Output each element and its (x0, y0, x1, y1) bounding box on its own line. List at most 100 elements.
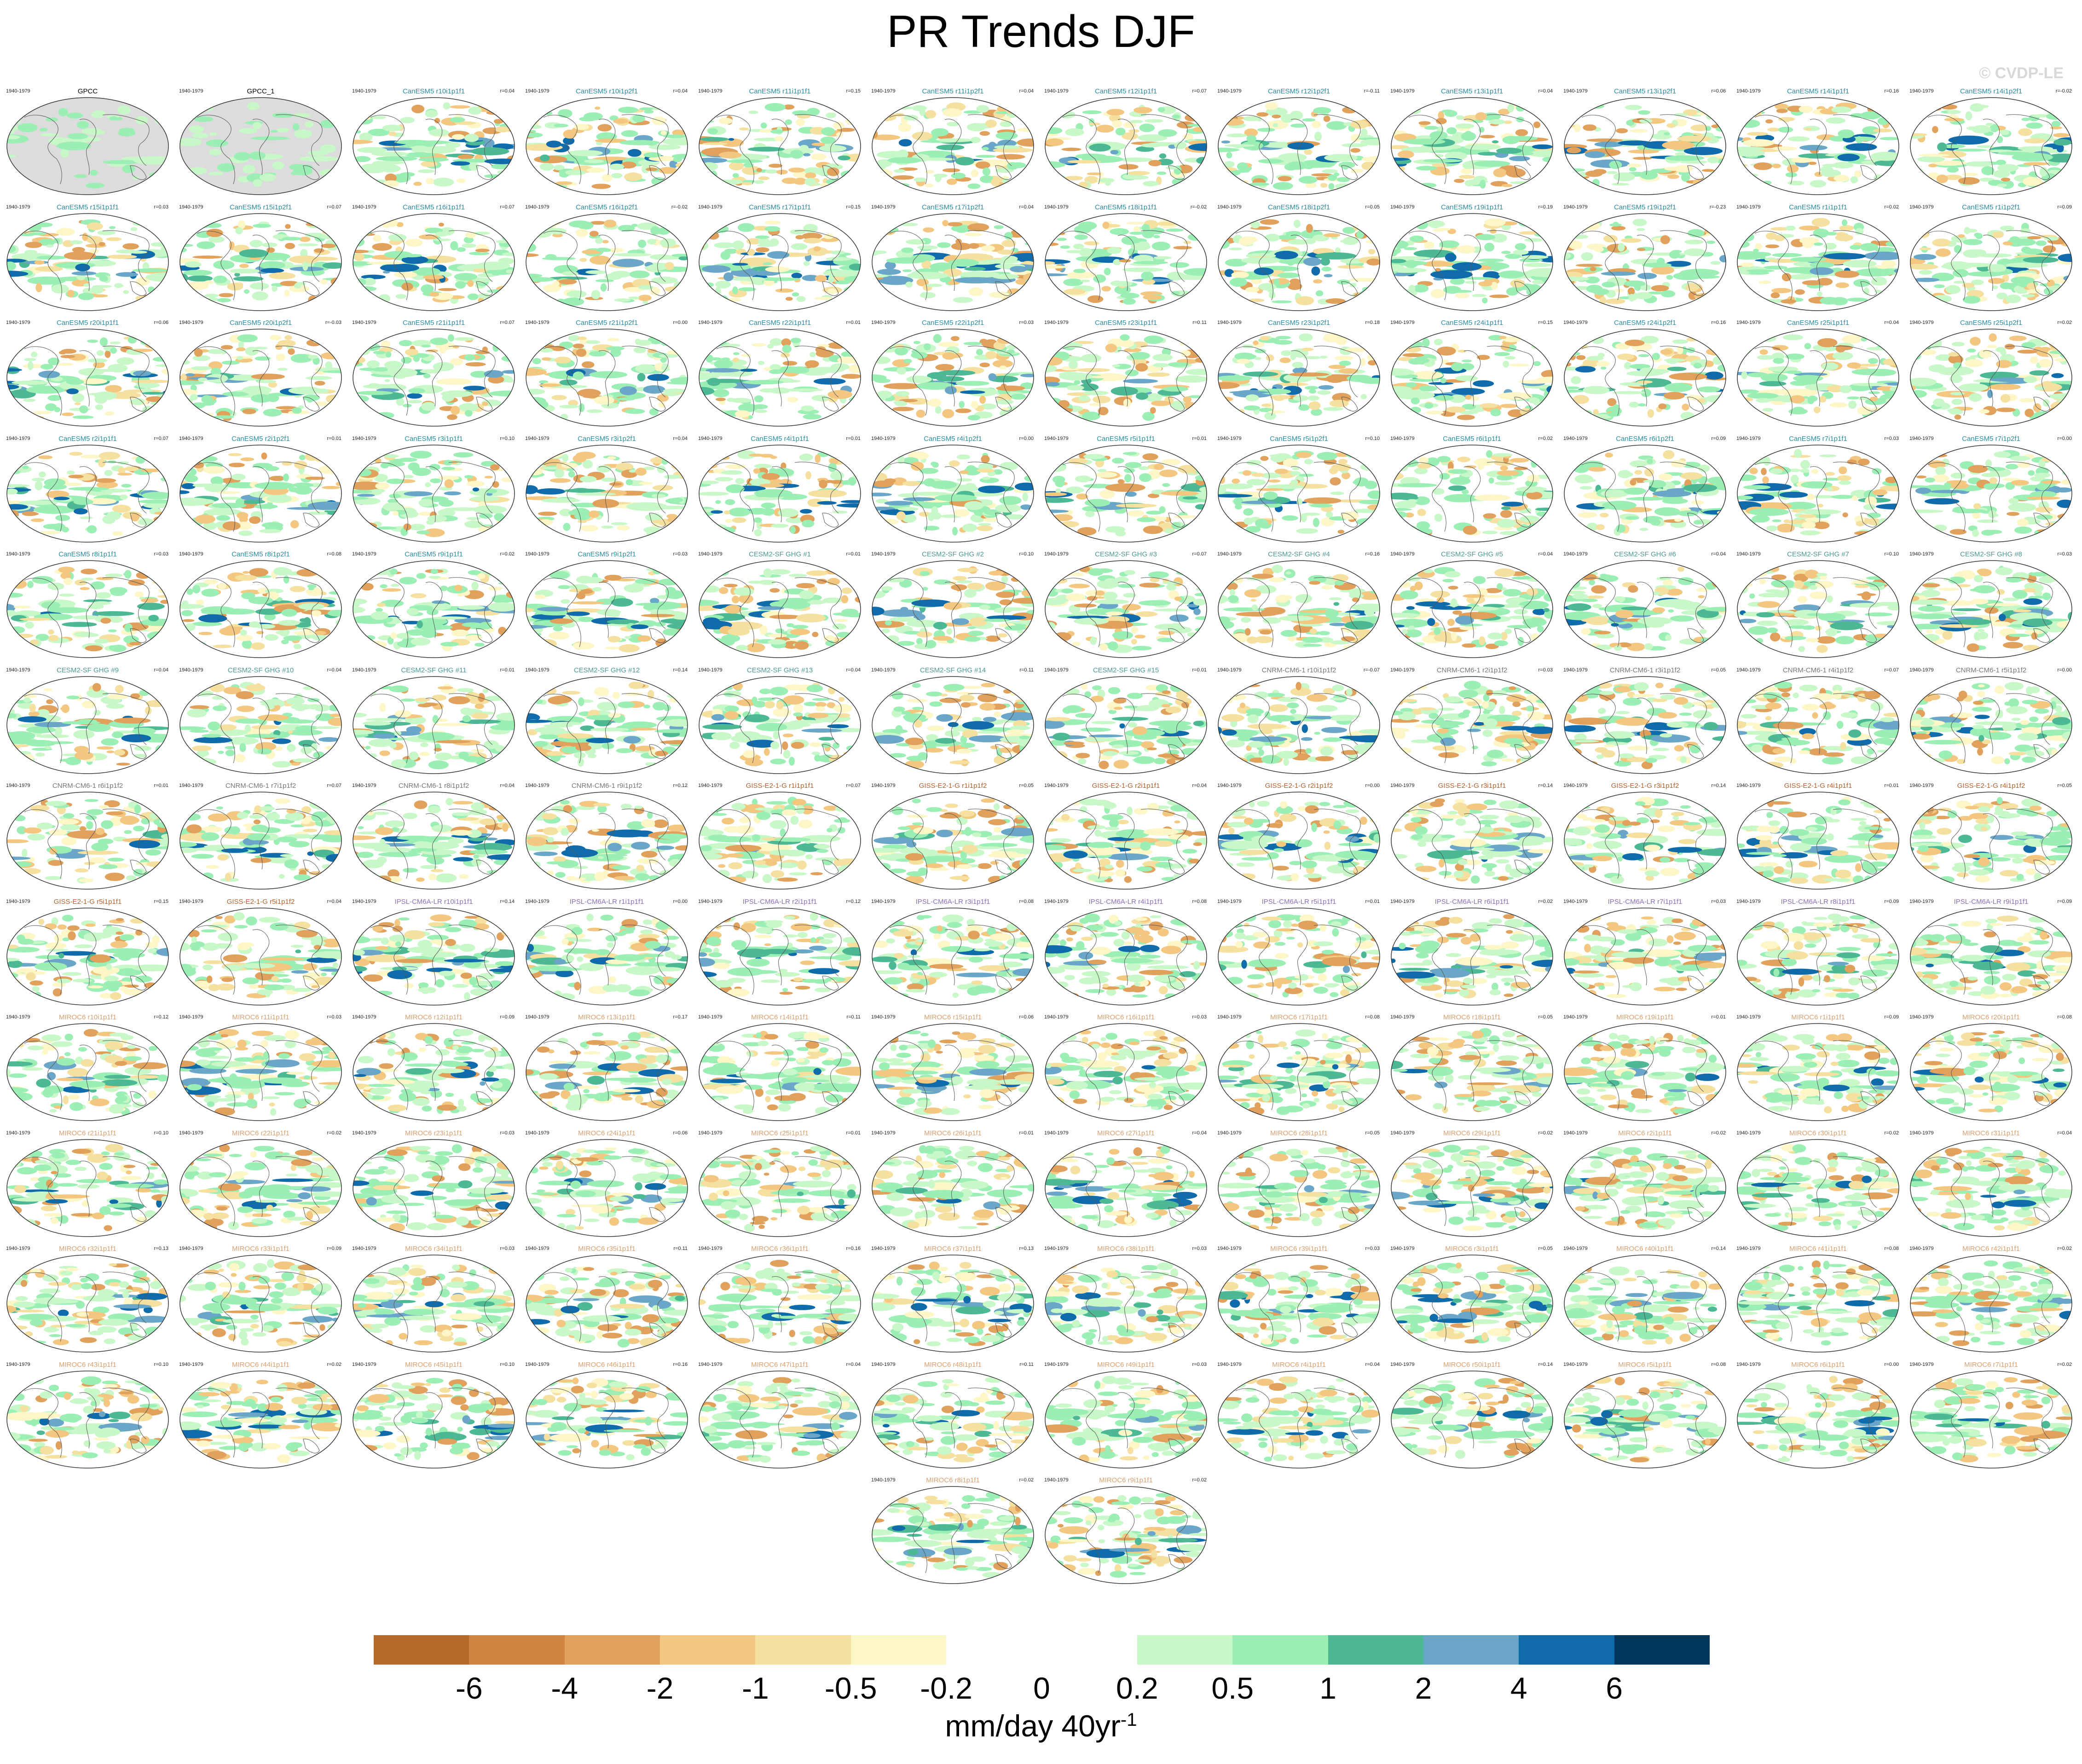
map-panel: 1940-1979 MIROC6 r42i1p1f1 r=0.02 (1905, 1245, 2077, 1355)
panel-period: 1940-1979 (1217, 88, 1242, 94)
panel-correlation: r=0.12 (673, 783, 688, 788)
world-map (872, 676, 1034, 774)
panel-correlation: r=0.10 (500, 435, 515, 441)
world-map (1737, 1255, 1899, 1353)
panel-period: 1940-1979 (6, 204, 30, 210)
panel-title: CESM2-SF GHG #15 (1093, 666, 1159, 674)
panel-title: MIROC6 r30i1p1f1 (1789, 1129, 1847, 1137)
map-panel: 1940-1979 CanESM5 r24i1p2f1 r=0.16 (1559, 319, 1731, 429)
panel-period: 1940-1979 (1909, 1246, 1934, 1251)
panel-period: 1940-1979 (1736, 320, 1761, 325)
panel-correlation: r=0.04 (673, 435, 688, 441)
panel-period: 1940-1979 (1390, 1246, 1415, 1251)
world-map (1218, 1255, 1380, 1353)
panel-correlation: r=0.05 (1538, 1246, 1553, 1251)
colorbar-swatch (946, 1635, 1042, 1665)
world-map (1045, 792, 1207, 890)
world-map (1218, 1370, 1380, 1469)
world-map (872, 792, 1034, 890)
map-panel: 1940-1979 MIROC6 r46i1p1f1 r=0.16 (520, 1361, 693, 1471)
panel-title: MIROC6 r6i1p1f1 (1791, 1360, 1845, 1369)
map-panel: 1940-1979 MIROC6 r48i1p1f1 r=0.11 (867, 1361, 1039, 1471)
world-map (1910, 97, 2072, 195)
world-map (526, 329, 688, 427)
panel-title: CESM2-SF GHG #11 (401, 666, 467, 674)
colorbar-swatch (1041, 1635, 1137, 1665)
panel-correlation: r=0.01 (1019, 1130, 1034, 1136)
world-map (353, 1023, 515, 1121)
panel-title: MIROC6 r1i1p1f1 (1791, 1013, 1845, 1021)
panel-period: 1940-1979 (871, 667, 896, 673)
panel-period: 1940-1979 (871, 898, 896, 904)
panel-period: 1940-1979 (1736, 204, 1761, 210)
world-map (1564, 97, 1726, 195)
panel-correlation: r=0.03 (2057, 551, 2072, 557)
map-panel: 1940-1979 CESM2-SF GHG #12 r=0.14 (520, 666, 693, 777)
panel-period: 1940-1979 (1044, 435, 1069, 441)
panel-period: 1940-1979 (1909, 551, 1934, 557)
panel-period: 1940-1979 (1563, 1361, 1588, 1367)
panel-correlation: r=0.02 (1711, 1130, 1726, 1136)
world-map (1564, 676, 1726, 774)
panel-correlation: r=0.04 (1192, 1130, 1207, 1136)
world-map (1910, 1370, 2072, 1469)
panel-period: 1940-1979 (179, 435, 203, 441)
panel-correlation: r=0.10 (1365, 435, 1380, 441)
panel-title: MIROC6 r47i1p1f1 (751, 1360, 809, 1369)
panel-period: 1940-1979 (1217, 1130, 1242, 1136)
panel-title: CESM2-SF GHG #7 (1787, 550, 1850, 558)
panel-period: 1940-1979 (871, 1477, 896, 1483)
panel-title: CanESM5 r24i1p2f1 (1614, 319, 1677, 327)
map-panel: 1940-1979 CanESM5 r25i1p2f1 r=0.02 (1905, 319, 2077, 429)
world-map (1218, 1023, 1380, 1121)
panel-period: 1940-1979 (179, 551, 203, 557)
world-map (1737, 560, 1899, 658)
panel-period: 1940-1979 (179, 1130, 203, 1136)
panel-title: MIROC6 r31i1p1f1 (1962, 1129, 2020, 1137)
panel-correlation: r=0.02 (2057, 1246, 2072, 1251)
panel-title: CanESM5 r3i1p1f1 (405, 434, 463, 443)
world-map (1391, 444, 1553, 543)
colorbar-swatch (850, 1635, 947, 1665)
map-panel: 1940-1979 MIROC6 r32i1p1f1 r=0.13 (1, 1245, 174, 1355)
panel-title: CanESM5 r17i1p1f1 (748, 203, 811, 211)
panel-title: MIROC6 r50i1p1f1 (1443, 1360, 1501, 1369)
colorbar-swatch (660, 1635, 756, 1665)
world-map (6, 1370, 169, 1469)
panel-title: CNRM-CM6-1 r4i1p1f2 (1782, 666, 1854, 674)
world-map (1218, 907, 1380, 1006)
colorbar-tick-label: -6 (456, 1671, 483, 1705)
panel-period: 1940-1979 (352, 551, 376, 557)
map-panel: 1940-1979 CanESM5 r25i1p1f1 r=0.04 (1732, 319, 1904, 429)
panel-correlation: r=0.11 (673, 1246, 688, 1251)
panel-title: MIROC6 r13i1p1f1 (578, 1013, 636, 1021)
world-map (1391, 1255, 1553, 1353)
world-map (179, 1255, 342, 1353)
panel-title: CanESM5 r4i1p1f1 (751, 434, 809, 443)
panel-period: 1940-1979 (6, 88, 30, 94)
panel-correlation: r=-0.02 (1190, 204, 1207, 210)
panel-title: MIROC6 r32i1p1f1 (58, 1245, 117, 1253)
map-panel: 1940-1979 IPSL-CM6A-LR r8i1p1f1 r=0.09 (1732, 898, 1904, 1008)
panel-correlation: r=0.08 (2057, 1014, 2072, 1020)
panel-title: MIROC6 r39i1p1f1 (1270, 1245, 1328, 1253)
panel-title: MIROC6 r3i1p1f1 (1445, 1245, 1499, 1253)
panel-period: 1940-1979 (6, 783, 30, 788)
panel-title: MIROC6 r19i1p1f1 (1616, 1013, 1674, 1021)
panel-correlation: r=0.00 (1365, 783, 1380, 788)
world-map (1910, 560, 2072, 658)
panel-title: MIROC6 r49i1p1f1 (1097, 1360, 1155, 1369)
world-map (699, 213, 861, 311)
world-map (526, 97, 688, 195)
world-map (1564, 1255, 1726, 1353)
colorbar-swatch (1137, 1635, 1233, 1665)
map-panel: 1940-1979 MIROC6 r11i1p1f1 r=0.03 (174, 1013, 347, 1124)
panel-title: CESM2-SF GHG #1 (748, 550, 811, 558)
map-panel: 1940-1979 CESM2-SF GHG #15 r=0.01 (1040, 666, 1212, 777)
panel-correlation: r=0.02 (1538, 898, 1553, 904)
colorbar-swatch (469, 1635, 565, 1665)
panel-title: CanESM5 r25i1p2f1 (1960, 319, 2023, 327)
panel-period: 1940-1979 (1736, 1130, 1761, 1136)
world-map (6, 329, 169, 427)
panel-correlation: r=0.07 (327, 204, 342, 210)
